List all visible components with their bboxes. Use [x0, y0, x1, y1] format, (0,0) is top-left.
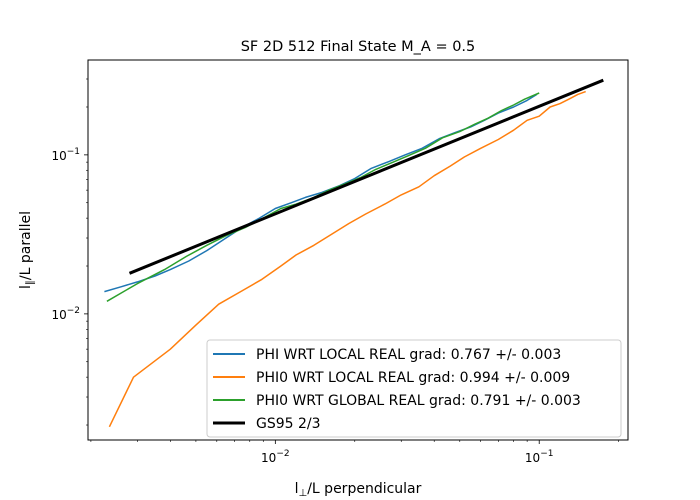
- x-axis-label: l⊥/L perpendicular: [295, 481, 422, 499]
- legend-label-2: PHI0 WRT LOCAL REAL grad: 0.994 +/- 0.00…: [256, 370, 570, 386]
- series-line-1: [104, 93, 538, 293]
- x-tick-label: 10−1: [525, 449, 554, 465]
- series-line-4: [128, 78, 604, 275]
- legend-box: [206, 339, 622, 438]
- plot-frame: [87, 59, 629, 441]
- y-tick-label: 10−2: [51, 306, 80, 322]
- legend: PHI WRT LOCAL REAL grad: 0.767 +/- 0.003…: [206, 339, 622, 438]
- series-line-3: [106, 92, 540, 302]
- y-axis-ticks: 10−2 10−1: [51, 78, 88, 426]
- x-tick-label: 10−2: [261, 449, 290, 465]
- y-axis-label: l∥/L parallel: [18, 211, 36, 289]
- x-axis-ticks: 10−2 10−1: [90, 440, 619, 465]
- chart-title: SF 2D 512 Final State M_A = 0.5: [241, 39, 476, 55]
- legend-label-4: GS95 2/3: [256, 416, 321, 432]
- series-layer: [104, 78, 604, 428]
- y-tick-label: 10−1: [51, 147, 80, 163]
- legend-label-1: PHI WRT LOCAL REAL grad: 0.767 +/- 0.003: [256, 347, 561, 363]
- series-line-2: [108, 90, 586, 428]
- legend-label-3: PHI0 WRT GLOBAL REAL grad: 0.791 +/- 0.0…: [256, 393, 581, 409]
